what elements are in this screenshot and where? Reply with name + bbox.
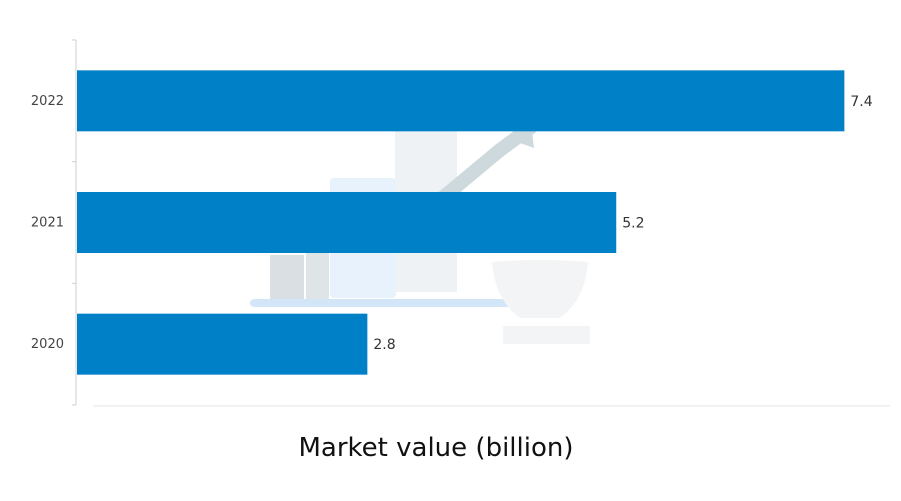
- x-axis-title: Market value (billion): [299, 433, 574, 463]
- category-labels: 2020 2021 2022: [31, 94, 64, 352]
- category-label-2022: 2022: [31, 94, 64, 109]
- data-label-2022: 7.4: [850, 94, 872, 110]
- category-label-2020: 2020: [31, 337, 64, 352]
- bar-2021: [77, 192, 617, 253]
- category-label-2021: 2021: [31, 216, 64, 231]
- data-label-2020: 2.8: [373, 337, 395, 353]
- bar-series: [77, 70, 845, 375]
- y-axis-ticks: [72, 39, 76, 406]
- data-label-2021: 5.2: [622, 216, 644, 232]
- bar-2020: [77, 313, 368, 375]
- data-labels: 2.8 5.2 7.4: [373, 94, 872, 353]
- bar-2022: [77, 70, 845, 132]
